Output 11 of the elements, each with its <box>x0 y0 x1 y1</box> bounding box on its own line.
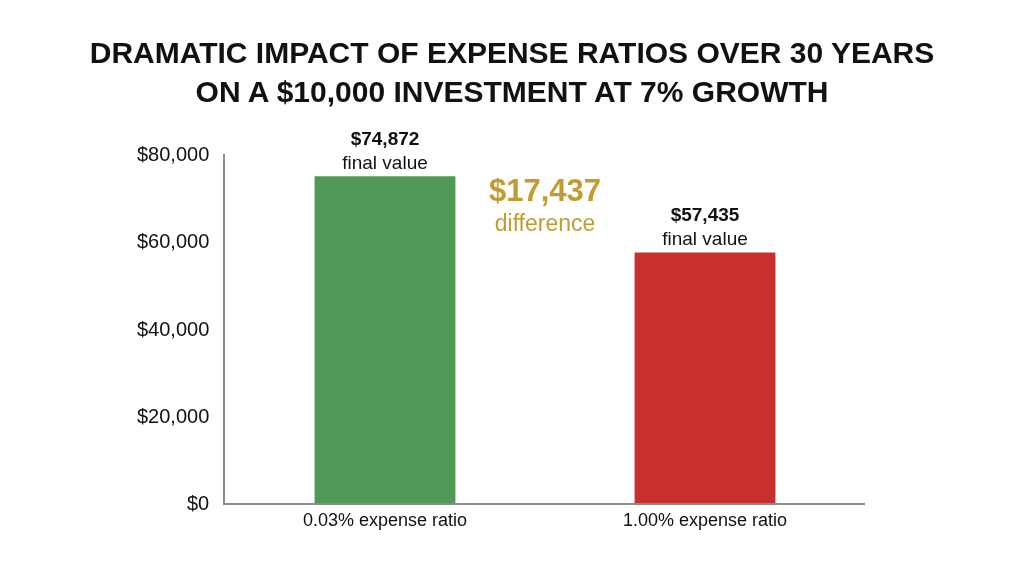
y-tick-label: $40,000 <box>136 317 210 340</box>
annotation: $17,437 difference <box>489 173 602 236</box>
chart-title: DRAMATIC IMPACT OF EXPENSE RATIOS OVER 30 YEARS ON A $10,000 INVESTMENT AT 7% GROWTH <box>89 35 935 108</box>
x-tick-label: 1.00% expense ratio <box>622 510 788 531</box>
y-tick-label: $60,000 <box>136 230 210 253</box>
x-tick-label: 0.03% expense ratio <box>302 510 468 531</box>
y-tick-label: $0 <box>187 492 210 514</box>
y-tick-label: $80,000 <box>136 143 210 165</box>
y-tick-label: $20,000 <box>136 404 210 427</box>
data-label: $57,435 final value <box>662 203 748 250</box>
data-label: $74,872 final value <box>342 127 428 174</box>
